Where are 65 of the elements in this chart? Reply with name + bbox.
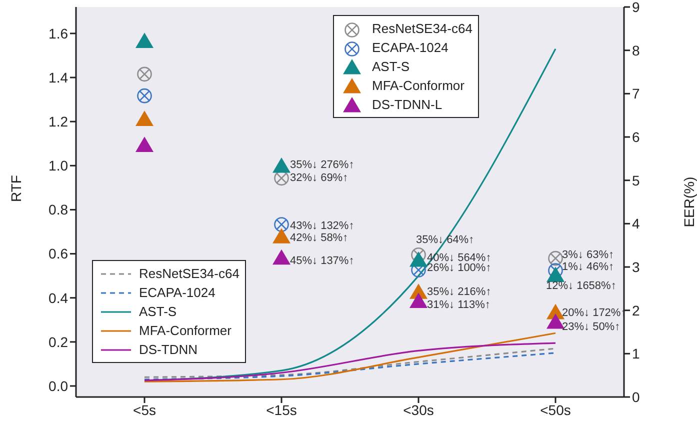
point	[546, 266, 564, 282]
y2-tick-label: 4	[632, 216, 640, 232]
annotation: 35%↓ 64%↑	[416, 234, 474, 246]
legend-label: ECAPA-1024	[139, 284, 216, 302]
y2-tick-label: 9	[632, 0, 640, 15]
annotation: 43%↓ 132%↑	[290, 220, 354, 232]
annotation: 1%↓ 46%↑	[562, 261, 614, 273]
legend-label: ResNetSE34-c64	[139, 265, 240, 283]
y2-tick-label: 5	[632, 172, 640, 188]
point	[546, 313, 564, 329]
y2-tick-label: 1	[632, 346, 640, 362]
point	[411, 247, 426, 262]
legend-label: DS-TDNN	[139, 341, 198, 359]
y2-tick-label: 2	[632, 302, 640, 318]
point	[274, 170, 289, 186]
point	[272, 249, 290, 265]
point	[548, 250, 563, 266]
y2-tick-label: 0	[632, 388, 640, 405]
legend-label: AST-S	[139, 303, 177, 321]
legend-label: MFA-Conformer	[139, 322, 232, 340]
y2-tick-label: 8	[632, 42, 640, 58]
y2-tick-label: 3	[632, 258, 640, 275]
legend-label: ECAPA-1024	[372, 39, 448, 57]
point	[410, 292, 428, 308]
y-tick-label: 0.2	[48, 334, 68, 350]
point	[548, 263, 563, 278]
annotation: 23%↓ 50%↑	[562, 321, 620, 333]
point	[274, 217, 289, 232]
point	[272, 157, 290, 173]
annotation: 31%↓ 113%↑	[427, 299, 490, 311]
annotation: 42%↓ 58%↑	[290, 232, 348, 244]
point	[136, 32, 154, 48]
y-tick-label: 1.4	[48, 69, 68, 86]
legend-label: DS-TDNN-L	[372, 96, 442, 114]
annotation: 12%↓ 1658%↑	[546, 280, 616, 292]
legend-label: AST-S	[372, 58, 410, 76]
y-tick-label: 1.2	[48, 114, 68, 130]
point	[136, 136, 154, 152]
annotation: 26%↓ 100%↑	[427, 262, 492, 274]
point	[137, 88, 152, 104]
point	[137, 66, 152, 82]
y2-axis-title: EER(%)	[680, 176, 697, 228]
annotation: 32%↓ 69%↑	[290, 172, 348, 184]
y-axis-title: RTF	[8, 175, 24, 202]
point	[410, 252, 428, 267]
point	[136, 110, 154, 126]
x-tick-label: <5s	[133, 402, 156, 418]
y2-tick-label: 6	[632, 128, 640, 145]
annotation: 35%↓ 276%↑	[290, 159, 354, 171]
y-tick-label: 0.0	[48, 378, 68, 394]
legend-label: MFA-Conformor	[372, 77, 464, 95]
annotation: 3%↓ 63%↑	[562, 249, 614, 261]
y2-tick-label: 7	[632, 86, 640, 102]
annotation: 45%↓ 137%↑	[290, 255, 354, 267]
x-tick-label: <15s	[266, 402, 297, 418]
annotation: 35%↓ 216%↑	[427, 286, 492, 298]
x-tick-label: <30s	[403, 402, 434, 418]
y-tick-label: 1.6	[48, 25, 68, 42]
y-tick-label: 0.8	[48, 202, 68, 218]
y-tick-label: 0.4	[48, 290, 68, 306]
legend-label: ResNetSE34-c64	[372, 20, 472, 38]
y-tick-label: 1.0	[48, 158, 68, 174]
y-tick-label: 0.6	[48, 246, 68, 262]
point	[272, 228, 290, 244]
x-tick-label: <50s	[540, 402, 571, 418]
